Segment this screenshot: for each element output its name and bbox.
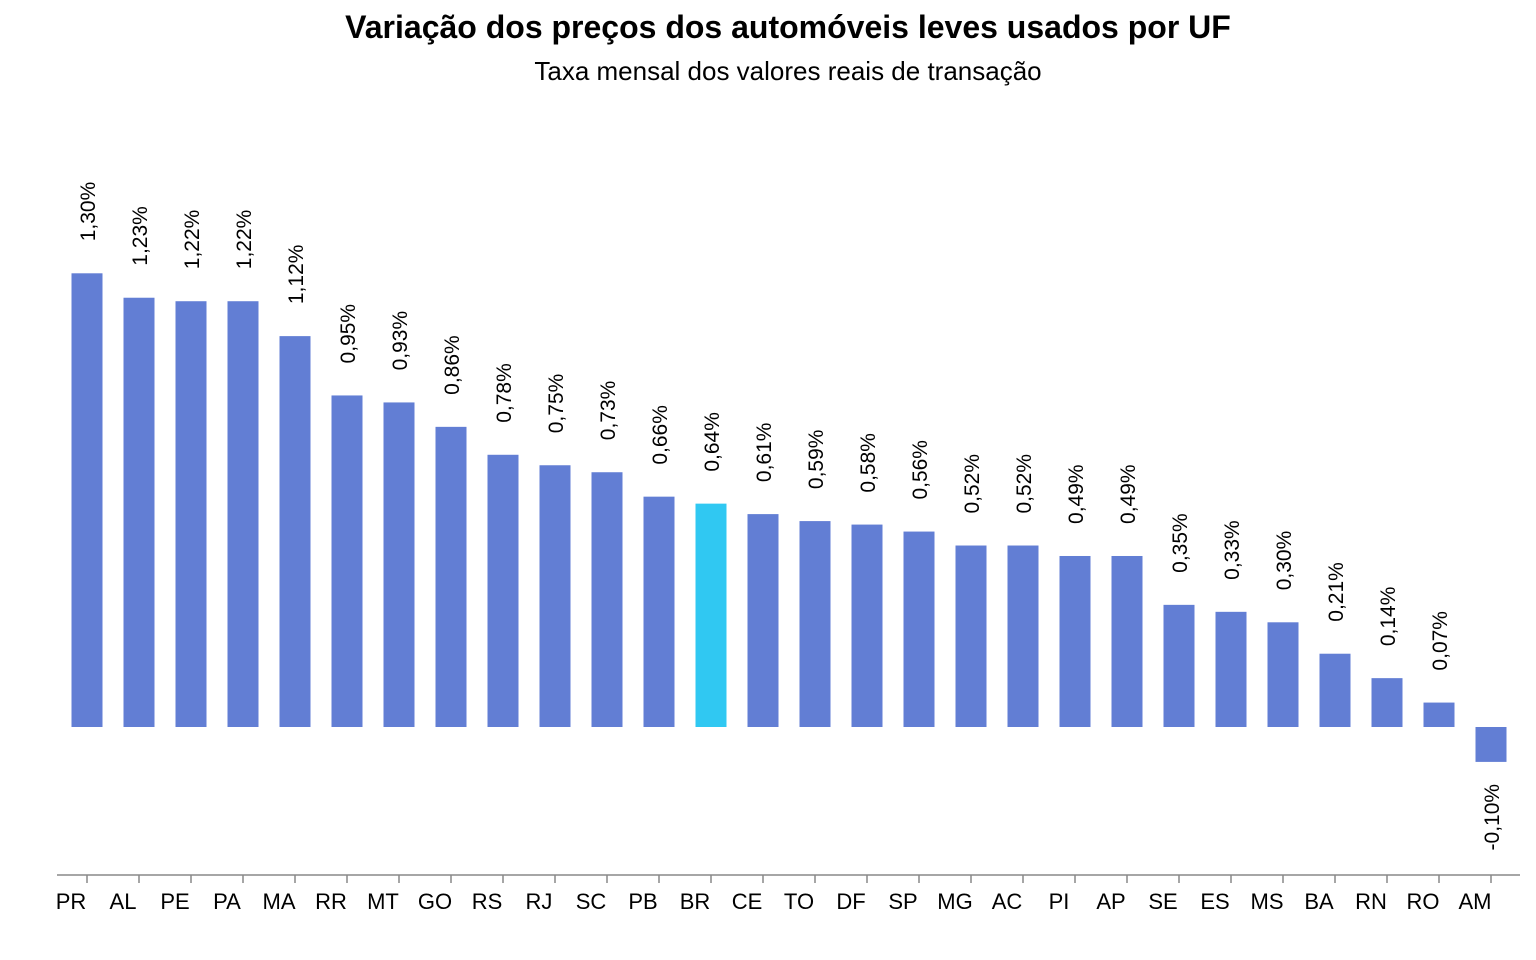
bar-al — [123, 297, 155, 727]
data-label-pi: 0,49% — [1065, 464, 1088, 524]
data-label-ap: 0,49% — [1117, 464, 1140, 524]
x-tick-label-se: SE — [1148, 889, 1177, 914]
bar-pb — [643, 496, 675, 727]
data-label-sc: 0,73% — [597, 381, 620, 441]
bar-es — [1215, 611, 1247, 727]
data-label-al: 1,23% — [129, 206, 152, 266]
bar-mt — [383, 402, 415, 727]
bar-rj — [539, 465, 571, 727]
data-label-mg: 0,52% — [961, 454, 984, 514]
data-label-pb: 0,66% — [649, 405, 672, 465]
bar-sc — [591, 472, 623, 727]
x-tick-label-am: AM — [1459, 889, 1492, 914]
x-tick-label-rj: RJ — [526, 889, 553, 914]
bar-ap — [1111, 555, 1143, 727]
data-label-ba: 0,21% — [1325, 562, 1348, 622]
x-tick-label-pe: PE — [160, 889, 189, 914]
data-label-df: 0,58% — [857, 433, 880, 493]
x-tick-label-rs: RS — [472, 889, 503, 914]
x-tick-label-df: DF — [836, 889, 865, 914]
bars-group — [71, 273, 1507, 762]
bar-to — [799, 521, 831, 727]
x-tick-label-pa: PA — [213, 889, 241, 914]
data-label-ro: 0,07% — [1429, 611, 1452, 671]
x-tick-label-br: BR — [680, 889, 711, 914]
bar-pe — [175, 301, 207, 727]
bar-ac — [1007, 545, 1039, 727]
x-tick-label-to: TO — [784, 889, 814, 914]
x-tick-label-rr: RR — [315, 889, 347, 914]
x-tick-label-ms: MS — [1251, 889, 1284, 914]
data-label-to: 0,59% — [805, 430, 828, 490]
x-tick-label-ba: BA — [1304, 889, 1334, 914]
bar-ma — [279, 336, 311, 727]
data-label-go: 0,86% — [441, 335, 464, 395]
bar-se — [1163, 604, 1195, 727]
data-label-pr: 1,30% — [77, 182, 100, 242]
bar-am — [1475, 727, 1507, 762]
data-label-pa: 1,22% — [233, 210, 256, 270]
bar-rr — [331, 395, 363, 727]
data-labels-group: 1,30% 1,23% 1,22% 1,22% 1,12% 0,95% 0,93% 0,86%… — [77, 182, 1504, 851]
x-tick-label-mg: MG — [937, 889, 972, 914]
x-tick-label-ac: AC — [992, 889, 1023, 914]
data-label-mt: 0,93% — [389, 311, 412, 371]
data-label-se: 0,35% — [1169, 513, 1192, 573]
bar-ro — [1423, 702, 1455, 727]
bar-pi — [1059, 555, 1091, 727]
x-tick-label-pr: PR — [56, 889, 87, 914]
data-label-am: -0,10% — [1481, 784, 1504, 851]
x-tick-label-ap: AP — [1096, 889, 1125, 914]
bar-ms — [1267, 622, 1299, 727]
chart-subtitle: Taxa mensal dos valores reais de transaç… — [534, 56, 1041, 86]
data-label-rn: 0,14% — [1377, 587, 1400, 647]
x-tick-label-go: GO — [418, 889, 452, 914]
data-label-rj: 0,75% — [545, 374, 568, 434]
bar-df — [851, 524, 883, 727]
x-tick-label-ma: MA — [263, 889, 296, 914]
x-axis-ticks: PR AL PE PA MA RR MT GO RS RJ SC PB BR CE TO DF SP MG AC PI… — [56, 875, 1492, 914]
data-label-es: 0,33% — [1221, 520, 1244, 580]
bar-br — [695, 503, 727, 727]
x-tick-label-rn: RN — [1355, 889, 1387, 914]
x-tick-label-ro: RO — [1407, 889, 1440, 914]
data-label-pe: 1,22% — [181, 210, 204, 270]
data-label-ac: 0,52% — [1013, 454, 1036, 514]
data-label-sp: 0,56% — [909, 440, 932, 500]
data-label-rs: 0,78% — [493, 363, 516, 423]
data-label-ma: 1,12% — [285, 245, 308, 305]
x-tick-label-sp: SP — [888, 889, 917, 914]
bar-rn — [1371, 678, 1403, 727]
x-tick-label-sc: SC — [576, 889, 607, 914]
bar-ba — [1319, 653, 1351, 727]
x-tick-label-pi: PI — [1049, 889, 1070, 914]
x-tick-label-mt: MT — [367, 889, 399, 914]
x-tick-label-pb: PB — [628, 889, 657, 914]
x-tick-label-es: ES — [1200, 889, 1229, 914]
bar-pa — [227, 301, 259, 727]
data-label-br: 0,64% — [701, 412, 724, 472]
bar-sp — [903, 531, 935, 727]
chart-title: Variação dos preços dos automóveis leves… — [345, 9, 1231, 45]
bar-ce — [747, 514, 779, 727]
bar-mg — [955, 545, 987, 727]
x-tick-label-ce: CE — [732, 889, 763, 914]
bar-go — [435, 426, 467, 727]
data-label-rr: 0,95% — [337, 304, 360, 364]
x-tick-label-al: AL — [110, 889, 137, 914]
data-label-ms: 0,30% — [1273, 531, 1296, 591]
data-label-ce: 0,61% — [753, 423, 776, 483]
bar-pr — [71, 273, 103, 727]
bar-rs — [487, 454, 519, 727]
